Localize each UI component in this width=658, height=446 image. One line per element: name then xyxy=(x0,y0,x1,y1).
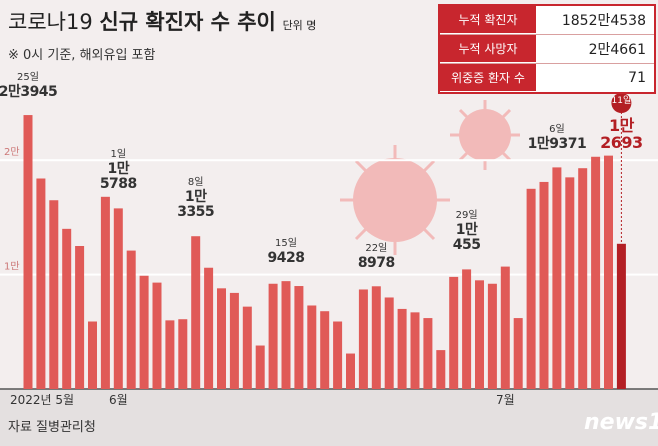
bar xyxy=(204,267,214,389)
bar xyxy=(113,208,123,389)
x-tick-label: 7월 xyxy=(495,393,515,407)
info-key: 누적 사망자 xyxy=(440,35,536,63)
date-label: 25일 xyxy=(17,72,39,84)
bar xyxy=(62,228,72,389)
bar xyxy=(410,312,420,389)
bar xyxy=(36,178,46,389)
bar xyxy=(384,297,394,389)
value-label: 8978 xyxy=(357,255,395,272)
bar xyxy=(578,168,588,389)
bar xyxy=(423,318,433,389)
note: ※ 0시 기준, 해외유입 포함 xyxy=(8,48,156,63)
bar xyxy=(513,318,523,389)
footer-band xyxy=(0,389,658,446)
title: 코로나19 신규 확진자 수 추이 단위 명 xyxy=(8,6,316,36)
bar xyxy=(487,283,497,389)
value-label: 1만 5788 xyxy=(99,161,137,193)
date-label: 1일 xyxy=(110,149,127,161)
bar xyxy=(436,350,446,389)
bar xyxy=(333,321,343,389)
virus-decoration xyxy=(340,100,520,255)
value-label: 1만 3355 xyxy=(177,189,215,220)
bar xyxy=(139,275,149,389)
bar xyxy=(126,250,136,389)
bar xyxy=(604,155,613,389)
info-table: 누적 확진자 1852만4538 누적 사망자 2만4661 위중증 환자 수 71 xyxy=(438,4,656,94)
bar xyxy=(616,243,626,389)
bar xyxy=(75,246,85,389)
bar xyxy=(229,292,239,389)
date-label: 8일 xyxy=(187,177,204,189)
bar xyxy=(475,280,484,389)
bar xyxy=(539,181,549,389)
bar xyxy=(591,156,601,389)
bar xyxy=(462,269,472,389)
unit: 단위 명 xyxy=(282,19,317,32)
bar xyxy=(449,276,459,389)
y-tick-label: 1만 xyxy=(4,261,20,273)
grid-band xyxy=(0,273,658,276)
bar xyxy=(255,345,265,389)
value-label: 9428 xyxy=(267,250,305,267)
info-row: 누적 사망자 2만4661 xyxy=(440,35,654,64)
info-value: 1852만4538 xyxy=(561,13,646,29)
bar xyxy=(526,188,536,389)
date-label: 6일 xyxy=(549,124,565,136)
source: 자료 질병관리청 xyxy=(8,420,96,435)
bar xyxy=(565,177,575,389)
grid-band xyxy=(0,159,658,162)
bar xyxy=(397,308,407,389)
date-label: 22일 xyxy=(365,243,388,255)
bar xyxy=(178,319,188,389)
x-tick-label: 6월 xyxy=(108,393,128,407)
value-label: 1만 455 xyxy=(452,222,481,254)
date-label: 15일 xyxy=(275,238,297,250)
bar xyxy=(100,196,110,389)
bar xyxy=(165,320,175,389)
info-key: 누적 확진자 xyxy=(440,6,536,34)
bar xyxy=(23,115,33,389)
value-label: 1만9371 xyxy=(527,136,587,153)
bar xyxy=(307,305,317,389)
info-key: 위중증 환자 수 xyxy=(440,64,536,92)
bar xyxy=(552,167,562,389)
date-marker xyxy=(611,93,632,113)
bar xyxy=(268,283,278,389)
info-row: 누적 확진자 1852만4538 xyxy=(440,6,654,35)
bar xyxy=(242,306,252,389)
info-value: 2만4661 xyxy=(588,42,646,58)
bar xyxy=(49,200,59,389)
title-bold: 신규 확진자 수 추이 xyxy=(99,10,276,34)
bar xyxy=(88,321,97,389)
bar xyxy=(281,281,291,389)
value-label: 2만3945 xyxy=(0,84,58,101)
info-row: 위중증 환자 수 71 xyxy=(440,64,654,92)
bar xyxy=(346,353,355,389)
date-label: 11일 xyxy=(611,96,632,106)
bar xyxy=(152,282,162,389)
bar xyxy=(500,266,510,389)
bar xyxy=(371,286,381,389)
bar xyxy=(358,289,368,389)
title-light: 코로나19 xyxy=(8,10,93,34)
bar xyxy=(217,288,226,389)
info-value: 71 xyxy=(628,70,646,86)
bar xyxy=(191,236,201,389)
x-tick-label: 2022년 5월 xyxy=(9,393,75,407)
logo: news1 xyxy=(584,410,658,435)
bar xyxy=(294,286,304,389)
y-tick-label: 2만 xyxy=(4,146,20,158)
date-label: 29일 xyxy=(455,210,478,222)
bar xyxy=(320,311,330,389)
value-label: 1만 2693 xyxy=(600,116,643,152)
